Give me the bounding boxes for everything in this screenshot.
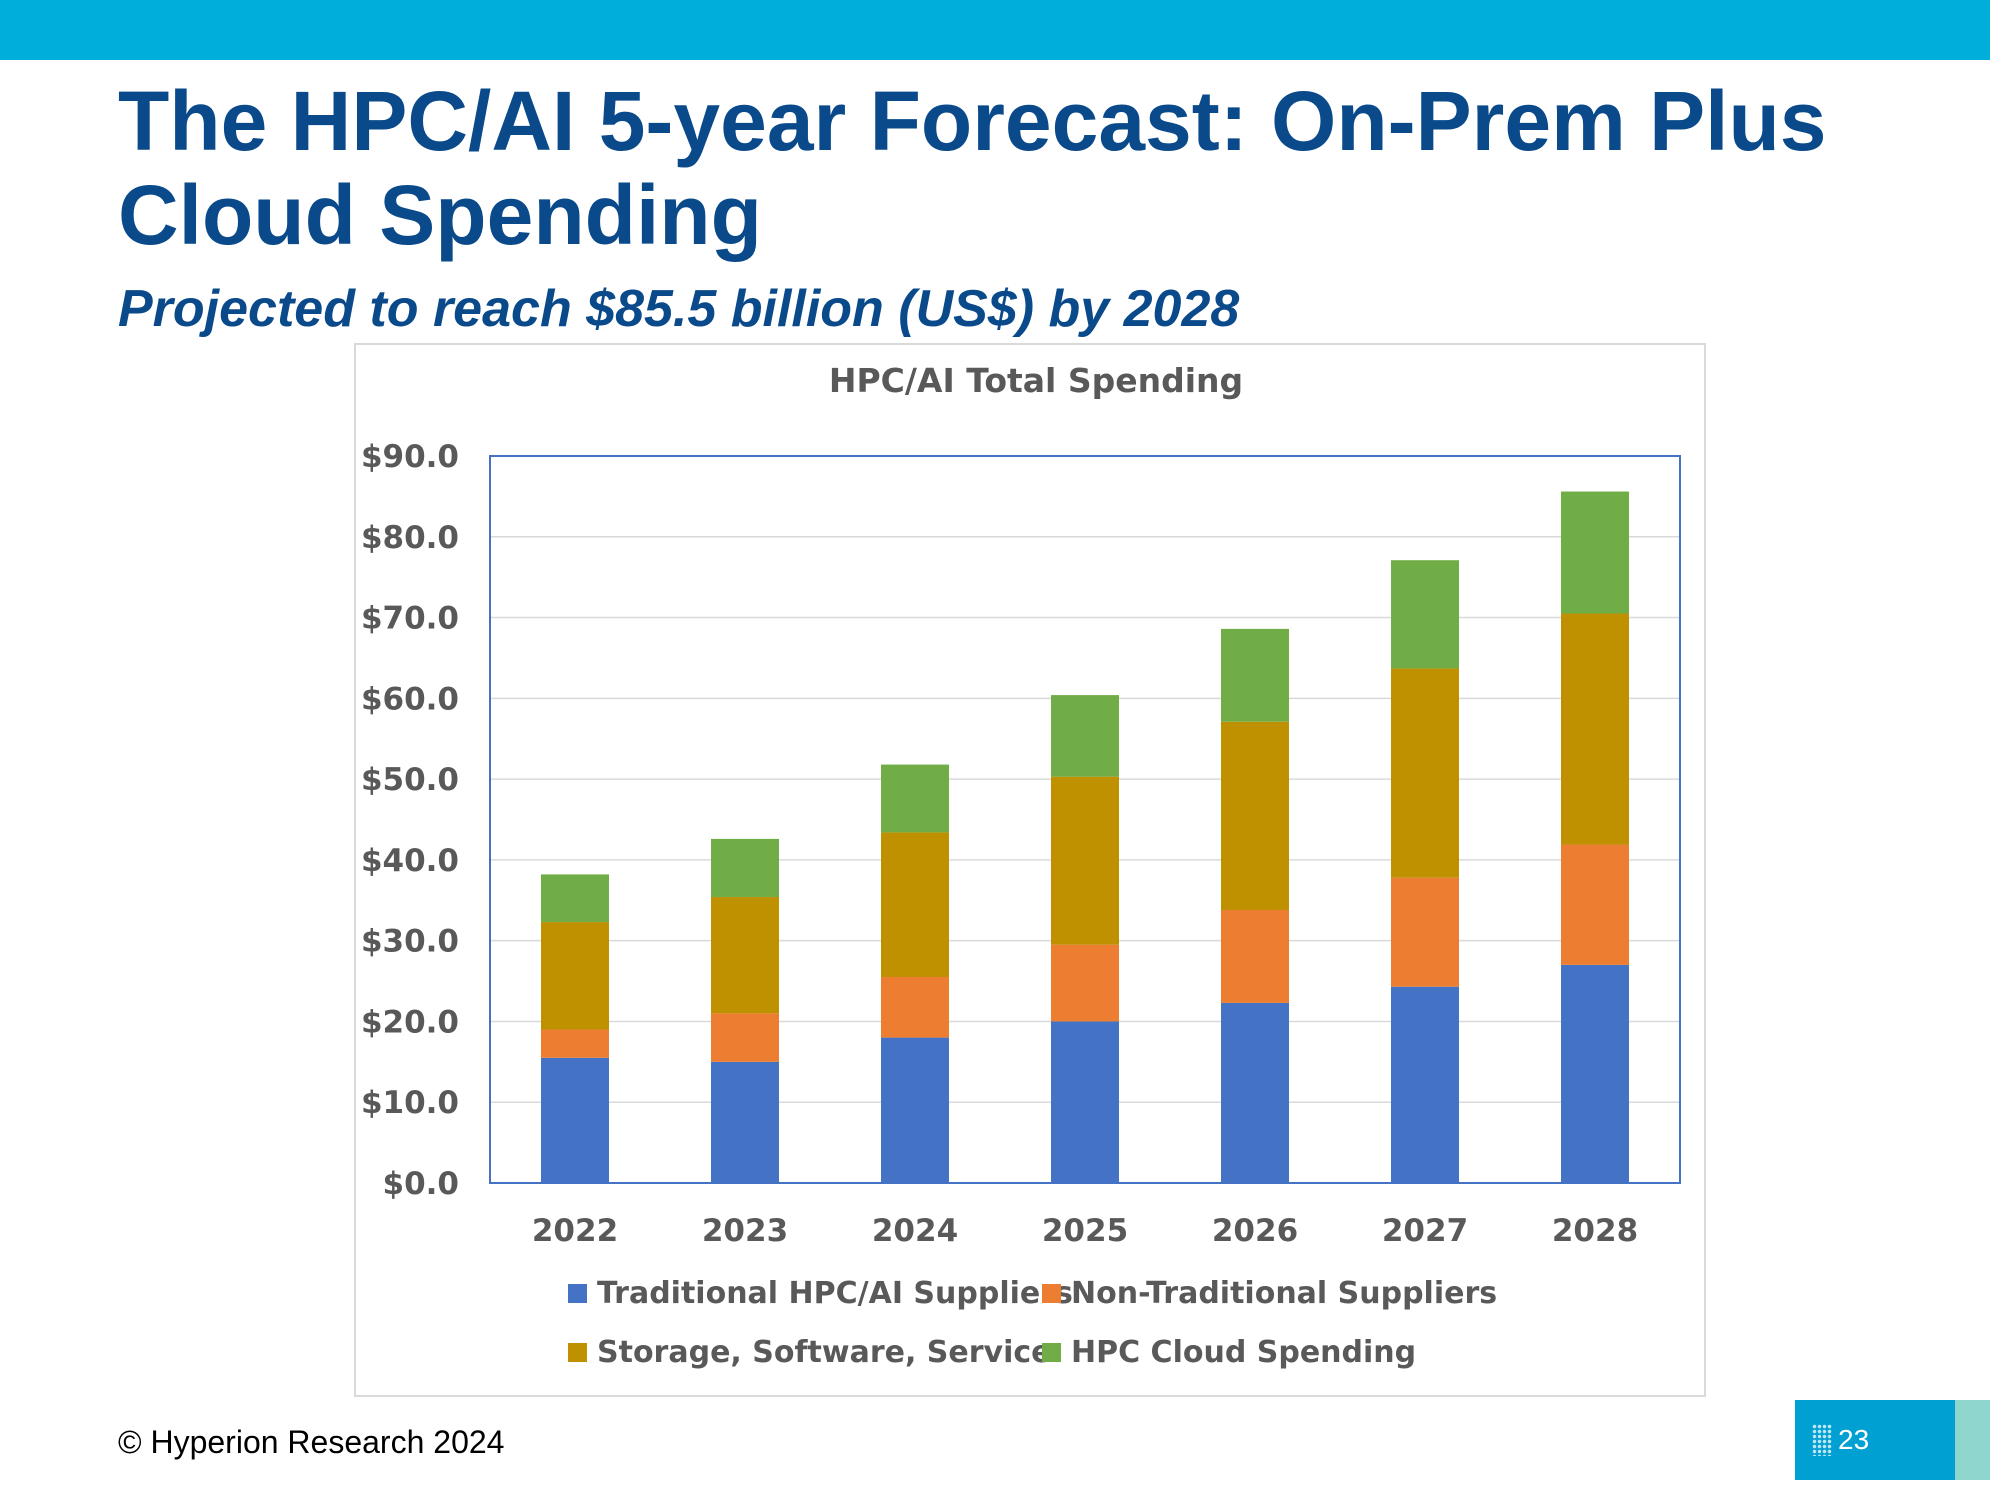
slide-subtitle: Projected to reach $85.5 billion (US$) b… [118, 280, 1240, 338]
legend-label: Non-Traditional Suppliers [1071, 1276, 1497, 1311]
y-tick-label: $20.0 [361, 1004, 459, 1040]
y-tick-label: $10.0 [361, 1085, 459, 1121]
bar-segment [1561, 491, 1629, 614]
bar-segment [1561, 964, 1629, 1183]
bar-segment [881, 977, 949, 1038]
chart-title: HPC/AI Total Spending [829, 361, 1243, 400]
bars [541, 491, 1629, 1183]
x-tick-label: 2022 [532, 1213, 618, 1249]
x-tick-label: 2024 [872, 1213, 958, 1249]
dots-pattern-icon [1812, 1424, 1832, 1456]
slide-title: The HPC/AI 5-year Forecast: On-Prem Plus… [118, 74, 1827, 262]
legend-swatch [1042, 1343, 1061, 1362]
legend-label: HPC Cloud Spending [1071, 1335, 1416, 1370]
top-accent-bar [0, 0, 1990, 60]
y-tick-label: $50.0 [361, 762, 459, 798]
bar-segment [881, 1037, 949, 1183]
legend-label: Traditional HPC/AI Suppliers [597, 1276, 1073, 1311]
bar-segment [1221, 909, 1289, 1003]
page-number-box-edge [1955, 1400, 1990, 1480]
bar-segment [1051, 944, 1119, 1022]
bar-segment [711, 1061, 779, 1183]
bar-segment [1051, 695, 1119, 777]
y-tick-label: $60.0 [361, 681, 459, 717]
bar-segment [541, 874, 609, 923]
x-axis-ticks: 2022 2023 2024 2025 2026 2027 2028 [532, 1213, 1638, 1249]
plot-area-border [489, 455, 1681, 1184]
legend-swatch [1042, 1284, 1061, 1303]
y-tick-label: $70.0 [361, 601, 459, 637]
y-tick-label: $90.0 [361, 439, 459, 475]
bar-segment [881, 832, 949, 978]
y-axis-ticks: $0.0 $10.0 $20.0 $30.0 $40.0 $50.0 $60.0 $70.0 $… [361, 439, 459, 1202]
bar-segment [1391, 986, 1459, 1183]
x-tick-label: 2028 [1552, 1213, 1638, 1249]
x-tick-label: 2025 [1042, 1213, 1128, 1249]
legend-label: Storage, Software, Service [597, 1335, 1052, 1370]
legend-swatch [568, 1284, 587, 1303]
page-number: 23 [1838, 1424, 1870, 1455]
bar-segment [1561, 844, 1629, 965]
bar-segment [541, 922, 609, 1030]
x-tick-label: 2023 [702, 1213, 788, 1249]
y-tick-label: $30.0 [361, 924, 459, 960]
bar-segment [541, 1029, 609, 1058]
bar-segment [1051, 776, 1119, 945]
legend-swatch [568, 1343, 587, 1362]
bar-segment [1051, 1021, 1119, 1183]
x-tick-label: 2027 [1382, 1213, 1468, 1249]
legend: Traditional HPC/AI SuppliersNon-Traditio… [568, 1276, 1497, 1370]
bar-segment [1391, 560, 1459, 669]
bar-segment [1221, 628, 1289, 722]
y-tick-label: $40.0 [361, 843, 459, 879]
bar-segment [1391, 877, 1459, 987]
bar-segment [1561, 613, 1629, 845]
bar-segment [1391, 668, 1459, 878]
bar-segment [1221, 721, 1289, 910]
bar-segment [711, 1013, 779, 1062]
bar-segment [541, 1057, 609, 1183]
x-tick-label: 2026 [1212, 1213, 1298, 1249]
y-tick-label: $80.0 [361, 520, 459, 556]
y-tick-label: $0.0 [383, 1166, 460, 1202]
stacked-bar-chart: HPC/AI Total Spending $0.0 $10.0 $20.0 $30.… [361, 361, 1681, 1370]
footer-copyright: © Hyperion Research 2024 [118, 1424, 505, 1460]
bar-segment [711, 838, 779, 898]
bar-segment [881, 764, 949, 833]
bar-segment [1221, 1002, 1289, 1183]
chart-frame: HPC/AI Total Spending $0.0 $10.0 $20.0 $30.… [354, 343, 1706, 1397]
bar-segment [711, 897, 779, 1014]
